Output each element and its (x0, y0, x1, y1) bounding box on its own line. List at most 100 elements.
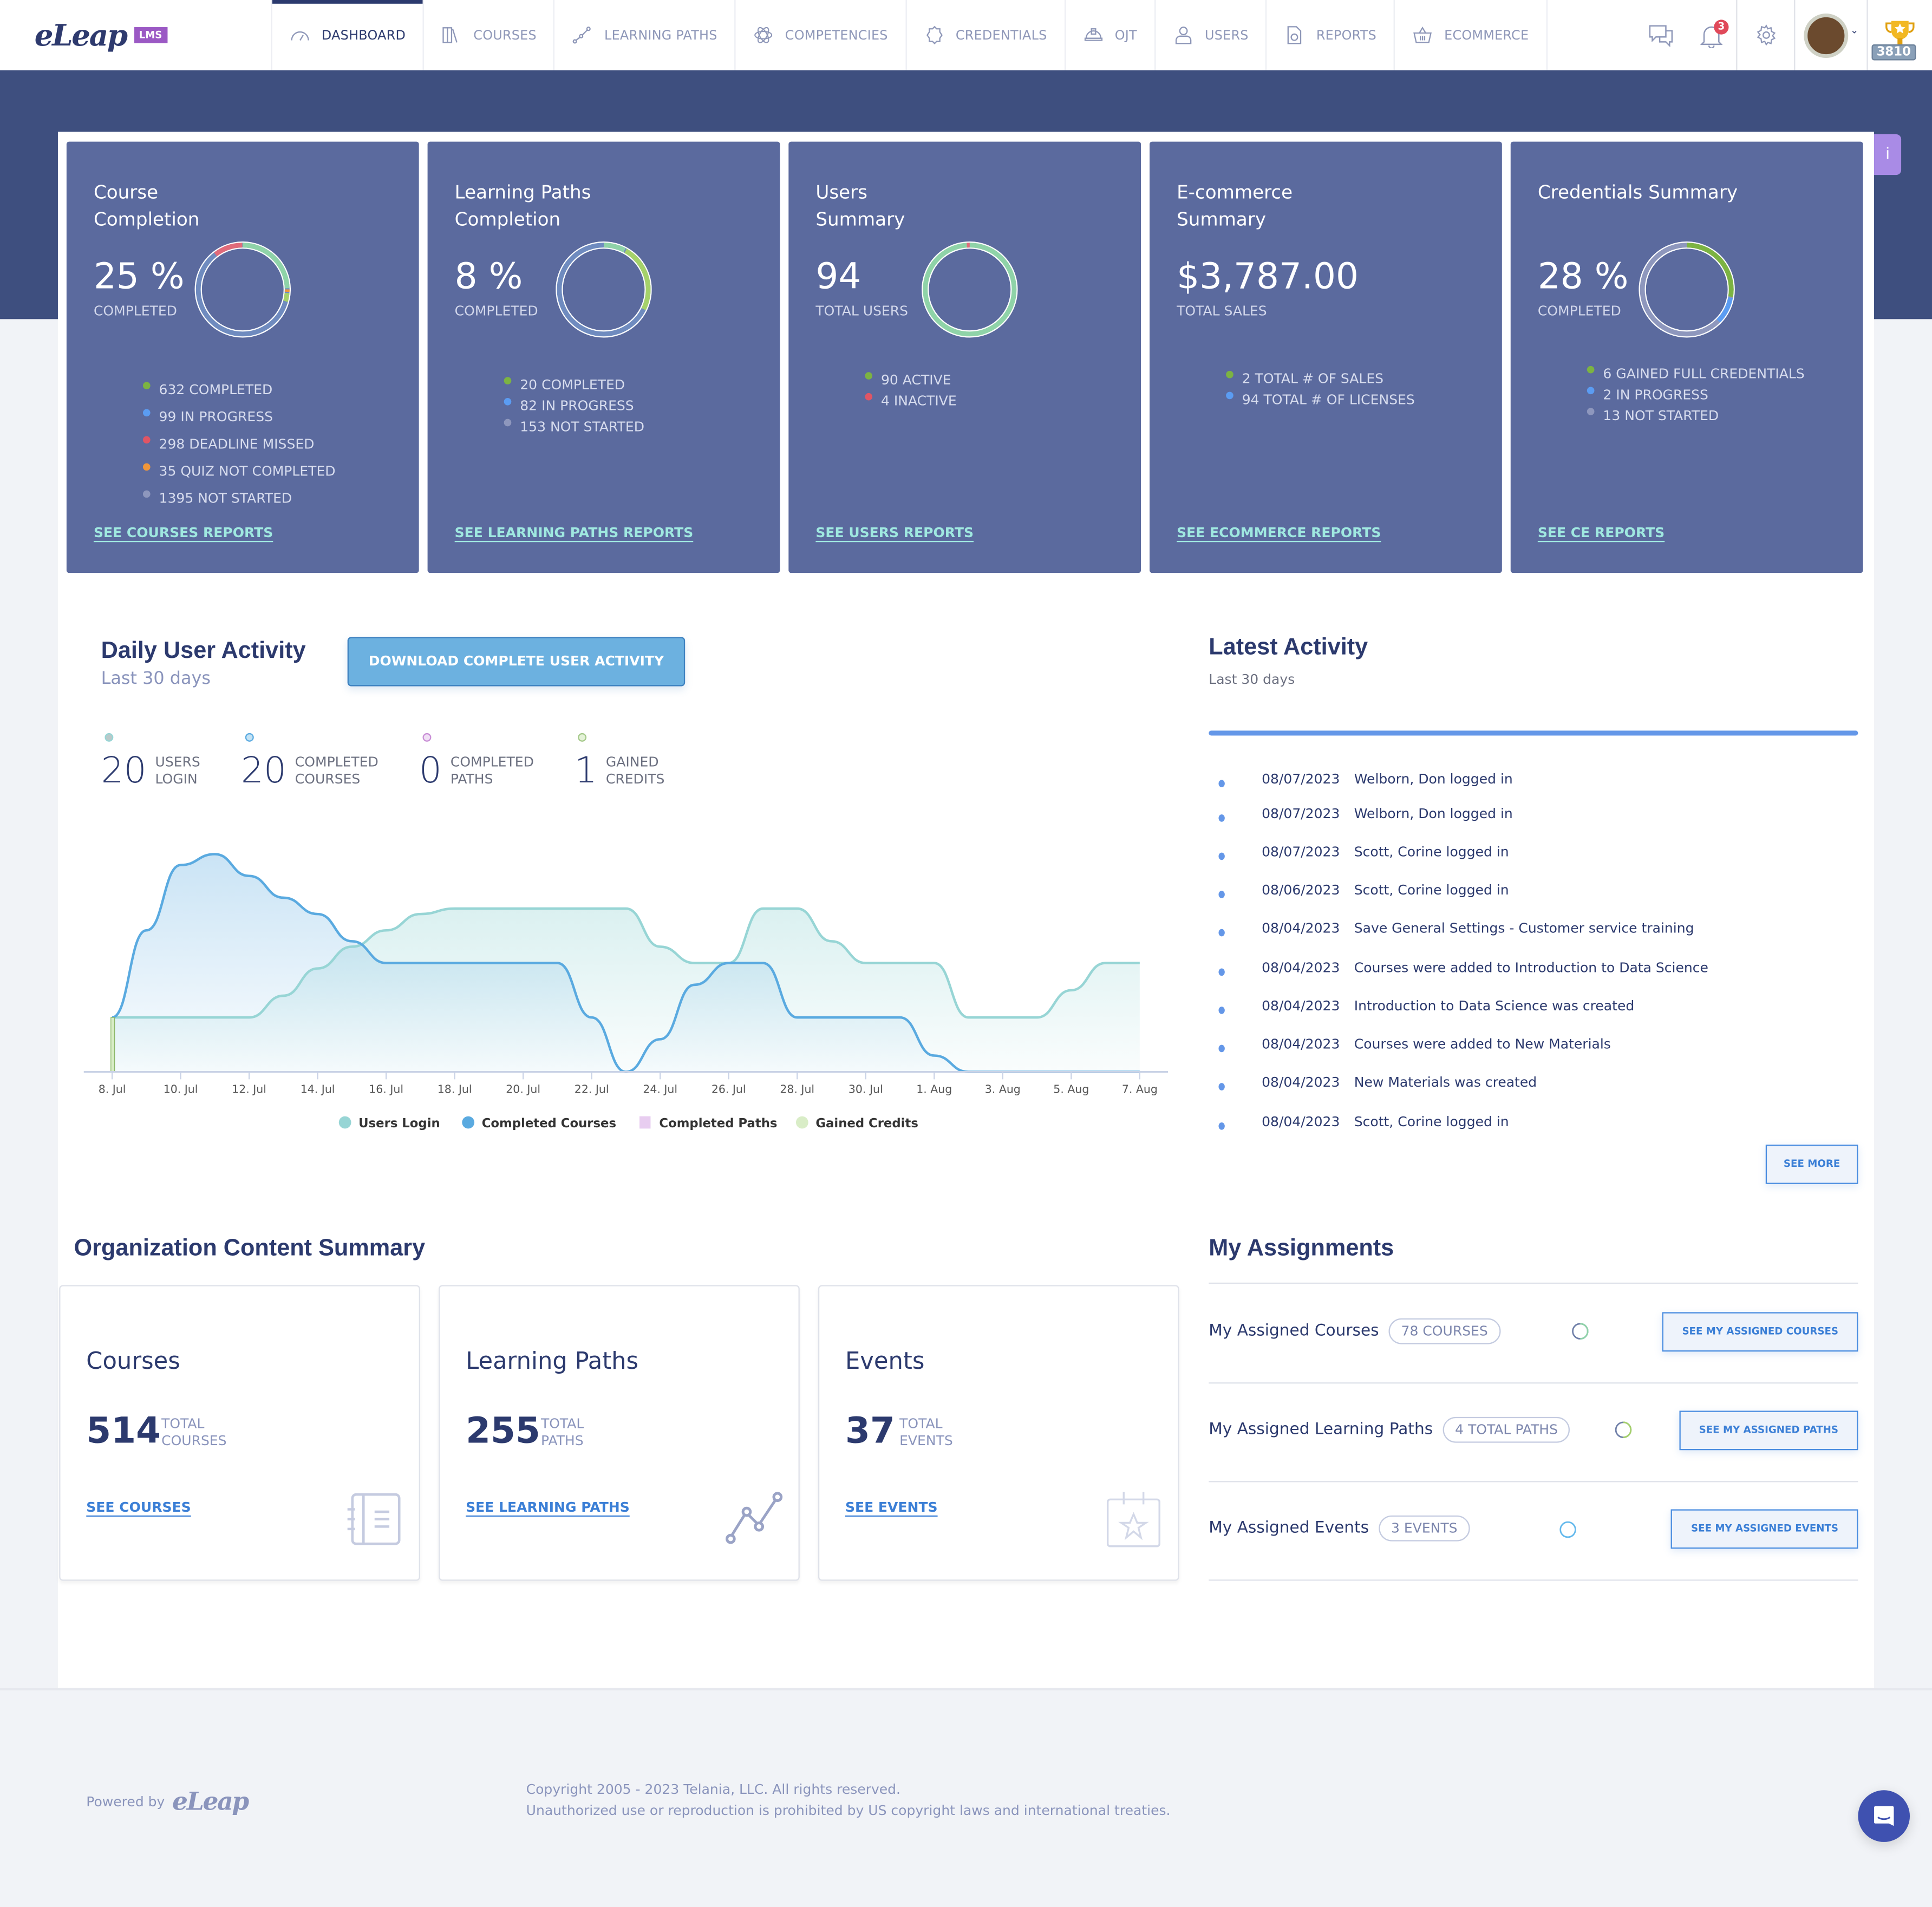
see-learning-paths-link[interactable]: SEE LEARNING PATHS (466, 1499, 630, 1516)
learning-paths-donut (556, 241, 652, 338)
settings-button[interactable] (1736, 0, 1796, 70)
divider (1209, 1579, 1858, 1581)
card-value: 514 (86, 1409, 161, 1452)
users-legend: 90 ACTIVE 4 INACTIVE (815, 370, 957, 412)
card-title: Credentials Summary (1537, 181, 1738, 204)
svg-text:1. Aug: 1. Aug (916, 1082, 952, 1095)
card-label: TOTAL EVENTS (899, 1415, 953, 1449)
info-side-tab[interactable]: i (1874, 134, 1902, 175)
count-pill: 4 TOTAL PATHS (1443, 1416, 1570, 1442)
bell-icon (1700, 25, 1723, 48)
card-title: Course Completion (93, 181, 200, 231)
ecommerce-legend: 2 TOTAL # OF SALES 94 TOTAL # OF LICENSE… (1177, 368, 1415, 410)
row-label: My Assigned Courses (1209, 1321, 1379, 1340)
top-navigation-bar: eLeap LMS DASHBOARD COURSES LEARNING PAT… (0, 0, 1932, 70)
svg-text:30. Jul: 30. Jul (848, 1082, 883, 1095)
eleap-logo[interactable]: eLeap LMS (35, 17, 167, 53)
progress-ring-icon (1559, 1521, 1576, 1538)
legend-item: 2 TOTAL # OF SALES (1226, 368, 1415, 389)
powered-by: Powered by eLeap (86, 1786, 249, 1817)
card-big-value: 28 % (1537, 255, 1629, 297)
card-label: TOTAL PATHS (540, 1415, 584, 1449)
course-completion-card: Course Completion 25 % COMPLETED 632 COMP… (66, 141, 419, 573)
nav-courses[interactable]: COURSES (422, 0, 554, 70)
path-icon (572, 25, 593, 46)
notifications-button[interactable]: 3 (1687, 0, 1736, 70)
blue-dot-icon (1587, 386, 1595, 394)
summary-cards: Course Completion 25 % COMPLETED 632 COMP… (66, 141, 1863, 573)
legend-item: 94 TOTAL # OF LICENSES (1226, 389, 1415, 410)
legend-label: Completed Courses (482, 1116, 616, 1131)
divider (1209, 1282, 1858, 1284)
legend-item: 632 COMPLETED (142, 377, 336, 404)
orange-dot-icon (142, 463, 151, 471)
user-menu[interactable]: ⌄ (1795, 0, 1868, 70)
see-my-assigned-events-button[interactable]: SEE MY ASSIGNED EVENTS (1671, 1509, 1858, 1549)
legend-item: 13 NOT STARTED (1587, 406, 1805, 427)
green-dot-icon (1587, 365, 1595, 373)
svg-text:22. Jul: 22. Jul (575, 1082, 609, 1095)
legend-item: 1395 NOT STARTED (142, 486, 336, 513)
blue-dot-icon (1226, 391, 1233, 399)
nav-ojt-label: OJT (1114, 28, 1137, 43)
legend-item: 90 ACTIVE (865, 370, 956, 391)
nav-users[interactable]: USERS (1154, 0, 1266, 70)
nav-ojt[interactable]: OJT (1064, 0, 1154, 70)
messages-button[interactable] (1635, 0, 1687, 70)
nav-credentials[interactable]: CREDENTIALS (905, 0, 1065, 70)
see-courses-reports-link[interactable]: SEE COURSES REPORTS (93, 525, 273, 541)
see-courses-link[interactable]: SEE COURSES (86, 1499, 191, 1516)
svg-text:14. Jul: 14. Jul (301, 1082, 335, 1095)
see-ecommerce-reports-link[interactable]: SEE ECOMMERCE REPORTS (1177, 525, 1381, 541)
red-dot-icon (865, 392, 873, 400)
bullet-icon (1218, 780, 1225, 788)
card-sub-label: TOTAL USERS (815, 303, 909, 319)
completed-paths-dot-icon (422, 733, 432, 742)
see-my-assigned-paths-button[interactable]: SEE MY ASSIGNED PATHS (1679, 1410, 1858, 1451)
ecommerce-summary-card: E-commerce Summary $3,787.00 TOTAL SALES … (1150, 141, 1502, 573)
svg-text:10. Jul: 10. Jul (164, 1082, 198, 1095)
card-title: E-commerce Summary (1177, 181, 1293, 231)
row-label: My Assigned Learning Paths (1209, 1420, 1433, 1439)
gray-dot-icon (142, 490, 151, 498)
see-users-reports-link[interactable]: SEE USERS REPORTS (815, 525, 974, 541)
card-sub-label: COMPLETED (454, 303, 538, 319)
see-events-link[interactable]: SEE EVENTS (845, 1499, 938, 1516)
stat-value: 0 (419, 749, 442, 791)
green-dot-icon (142, 382, 151, 390)
activity-stats: 20 USERS LOGIN 20 COMPLETED COURSES 0 COMP… (101, 733, 706, 788)
badge-icon (924, 25, 945, 46)
org-summary-title: Organization Content Summary (74, 1236, 426, 1262)
nav-reports[interactable]: REPORTS (1265, 0, 1394, 70)
footer-eleap-logo[interactable]: eLeap (172, 1786, 249, 1817)
gauge-icon (290, 25, 311, 46)
card-sub-label: COMPLETED (1537, 303, 1621, 319)
legend-label: Completed Paths (659, 1116, 777, 1131)
nav-dashboard[interactable]: DASHBOARD (271, 0, 423, 70)
download-user-activity-button[interactable]: DOWNLOAD COMPLETE USER ACTIVITY (347, 637, 686, 687)
nav-courses-label: COURSES (473, 28, 537, 43)
lms-badge: LMS (134, 27, 167, 43)
course-completion-legend: 632 COMPLETED 99 IN PROGRESS 298 DEADLIN… (94, 377, 336, 512)
svg-text:16. Jul: 16. Jul (369, 1082, 403, 1095)
daily-activity-chart[interactable]: 8. Jul 10. Jul 12. Jul 14. Jul 16. Jul 18. Ju… (79, 813, 1169, 1146)
row-label: My Assigned Events (1209, 1518, 1369, 1537)
org-events-card: Events 37 TOTAL EVENTS SEE EVENTS (818, 1285, 1179, 1581)
nav-competencies[interactable]: COMPETENCIES (734, 0, 905, 70)
points-trophy[interactable]: 3810 (1868, 0, 1932, 70)
chat-icon (1874, 1806, 1894, 1826)
nav-ecommerce[interactable]: ECOMMERCE (1393, 0, 1548, 70)
support-chat-button[interactable] (1858, 1790, 1910, 1842)
see-ce-reports-link[interactable]: SEE CE REPORTS (1537, 525, 1665, 541)
legend-item: 298 DEADLINE MISSED (142, 431, 336, 458)
card-value: 255 (466, 1409, 540, 1452)
see-more-button[interactable]: SEE MORE (1765, 1144, 1858, 1184)
svg-text:3. Aug: 3. Aug (985, 1082, 1021, 1095)
nav-learning-paths[interactable]: LEARNING PATHS (553, 0, 735, 70)
my-assignments-section: My Assignments My Assigned Courses 78 CO… (1209, 1236, 1858, 1581)
see-my-assigned-courses-button[interactable]: SEE MY ASSIGNED COURSES (1662, 1312, 1858, 1352)
see-learning-paths-reports-link[interactable]: SEE LEARNING PATHS REPORTS (454, 525, 694, 541)
org-summary-cards: Courses 514 TOTAL COURSES SEE COURSES Lea… (59, 1285, 1179, 1581)
users-summary-card: Users Summary 94 TOTAL USERS 90 ACTIVE 4 … (788, 141, 1141, 573)
books-icon (441, 25, 462, 46)
